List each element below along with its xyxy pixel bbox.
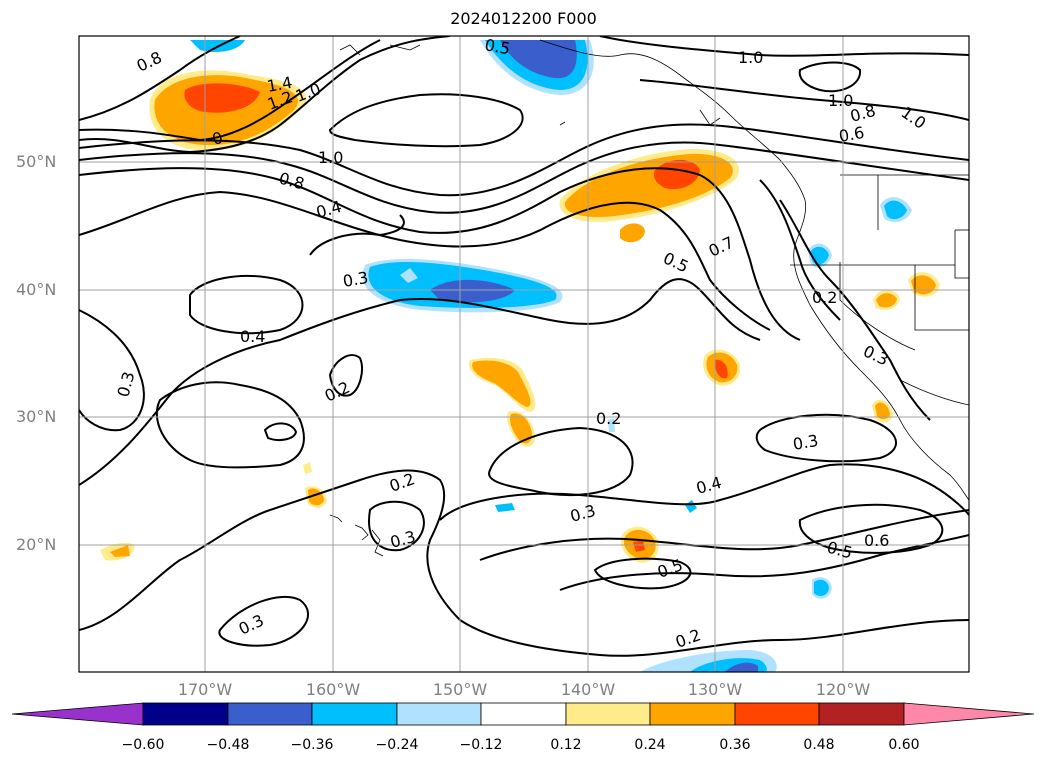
colorbar-tick: −0.36 <box>290 737 334 753</box>
lat-label: 20°N <box>16 535 57 554</box>
plot-frame <box>78 35 970 673</box>
contour-label: 0. <box>210 127 230 149</box>
contour-label: 0.2 <box>596 409 621 428</box>
colorbar <box>11 702 1035 726</box>
colorbar-swatch <box>818 702 905 726</box>
colorbar-tick: 0.12 <box>550 737 582 753</box>
colorbar-extend-low <box>11 702 144 726</box>
colorbar-swatch <box>565 702 651 726</box>
coastlines <box>329 39 969 557</box>
colorbar-tick: −0.48 <box>206 737 250 753</box>
lat-label: 30°N <box>16 407 57 426</box>
contour-label: 1.0 <box>738 48 763 67</box>
lat-label: 50°N <box>16 152 57 171</box>
colorbar-tick: 0.48 <box>803 737 835 753</box>
contour-label: 0.2 <box>812 288 837 307</box>
lon-label: 150°W <box>432 680 488 699</box>
contour-label: 1.0 <box>318 148 343 167</box>
colorbar-tick: 0.36 <box>719 737 751 753</box>
colorbar-swatch <box>311 702 398 726</box>
colorbar-swatch <box>480 702 567 726</box>
contour-label: 0.3 <box>341 268 369 291</box>
lat-label: 40°N <box>16 280 57 299</box>
lon-label: 160°W <box>305 680 361 699</box>
contour-label: 0.3 <box>791 431 819 454</box>
contour-label: 0.4 <box>240 327 265 346</box>
contour-label: 1.4 <box>265 73 293 96</box>
lon-label: 140°W <box>560 680 616 699</box>
map-title: 2024012200 F000 <box>450 9 597 28</box>
colorbar-tick: 0.24 <box>634 737 666 753</box>
colorbar-swatch <box>734 702 820 726</box>
colorbar-tick: −0.12 <box>459 737 503 753</box>
lon-label: 170°W <box>177 680 233 699</box>
contour-lines <box>79 36 969 657</box>
contour-label: 0.6 <box>864 531 889 550</box>
colorbar-swatch <box>227 702 313 726</box>
contour-label: 0.5 <box>483 35 511 58</box>
colorbar-tick: −0.60 <box>121 737 165 753</box>
contour-label: 1.0 <box>828 91 853 110</box>
lon-label: 130°W <box>687 680 743 699</box>
shaded-anomalies <box>100 40 940 672</box>
graticule <box>79 36 969 672</box>
colorbar-swatch <box>396 702 482 726</box>
colorbar-tick: −0.24 <box>375 737 419 753</box>
colorbar-swatch <box>142 702 229 726</box>
colorbar-tick: 0.60 <box>888 737 920 753</box>
lon-label: 120°W <box>815 680 871 699</box>
contour-label: 0.6 <box>837 123 865 146</box>
colorbar-swatch <box>649 702 736 726</box>
colorbar-extend-high <box>903 702 1035 726</box>
